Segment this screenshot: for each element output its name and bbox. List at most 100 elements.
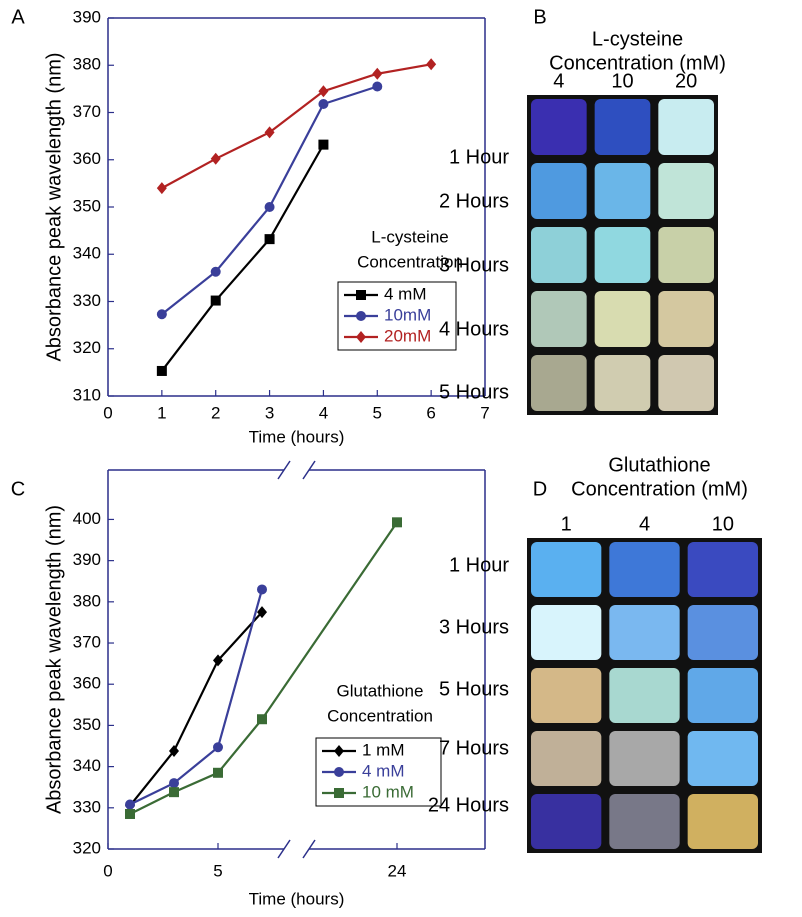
x-tick-label: 6 (426, 403, 435, 422)
x-tick-label: 0 (103, 861, 112, 880)
vial (531, 163, 587, 219)
y-axis-label: Absorbance peak wavelength (nm) (43, 52, 65, 361)
axis-break (277, 839, 291, 859)
marker (213, 742, 223, 753)
y-tick-label: 370 (73, 633, 101, 652)
axis-break (302, 460, 316, 480)
y-tick-label: 350 (73, 196, 101, 215)
x-tick-label: 0 (103, 403, 112, 422)
marker (156, 309, 167, 320)
vial (594, 99, 651, 155)
x-tick-label: 5 (213, 861, 222, 880)
marker (264, 126, 275, 139)
legend-box (337, 281, 457, 351)
legend-marker (334, 788, 344, 798)
vial (658, 291, 714, 347)
panel-label: D (533, 478, 547, 500)
series-line (161, 85, 378, 316)
row-label: 5 Hours (439, 678, 509, 700)
series-line (129, 611, 263, 807)
legend-label: 4 mM (362, 761, 405, 780)
y-tick-label: 350 (73, 715, 101, 734)
marker (257, 584, 267, 595)
vial (609, 668, 680, 723)
row-label: 5 Hours (439, 381, 509, 403)
x-tick-label: 1 (157, 403, 166, 422)
marker (318, 139, 329, 150)
marker (264, 202, 275, 212)
legend-label: 20mM (384, 326, 431, 345)
vial (687, 605, 758, 660)
row-label: 7 Hours (439, 737, 509, 759)
y-tick-label: 390 (73, 7, 101, 26)
marker (210, 152, 221, 165)
vial (609, 605, 680, 660)
photo-title: Glutathione (608, 454, 710, 476)
vial (658, 227, 714, 283)
column-label: 10 (712, 513, 734, 535)
x-axis-label: Time (hours) (249, 427, 345, 446)
series-line (161, 63, 432, 190)
x-tick-label: 3 (265, 403, 274, 422)
legend-title: Glutathione (337, 681, 424, 700)
panel-label: B (533, 6, 546, 28)
row-label: 24 Hours (428, 794, 509, 816)
legend-title: L-cysteine (371, 227, 448, 246)
photo-title: Concentration (mM) (571, 478, 748, 500)
marker (156, 182, 167, 195)
legend-label: 10mM (384, 305, 431, 324)
marker (213, 654, 223, 667)
axis-break (277, 460, 291, 480)
column-label: 20 (675, 70, 697, 92)
y-tick-label: 320 (73, 838, 101, 857)
photo-title: L-cysteine (592, 28, 683, 50)
marker (264, 234, 275, 245)
axis-break (302, 839, 316, 859)
vial (594, 355, 651, 411)
vial (658, 355, 714, 411)
vial (658, 99, 714, 155)
column-label: 1 (561, 513, 572, 535)
series-line (160, 144, 325, 372)
marker (257, 714, 267, 725)
vial (609, 731, 680, 786)
photo-title: Concentration (mM) (549, 52, 726, 74)
x-tick-label: 24 (388, 861, 407, 880)
row-label: 1 Hour (449, 554, 509, 576)
marker (318, 85, 329, 98)
vial (531, 542, 602, 597)
marker (156, 365, 167, 376)
legend-label: 10 mM (362, 782, 414, 801)
y-tick-label: 320 (73, 338, 101, 357)
legend-title: Concentration (327, 706, 433, 725)
legend-marker (334, 767, 344, 777)
y-tick-label: 340 (73, 244, 101, 263)
panel-label: C (11, 478, 25, 500)
marker (125, 799, 135, 810)
y-tick-label: 330 (73, 797, 101, 816)
y-tick-label: 380 (73, 55, 101, 74)
vial (531, 668, 602, 723)
y-tick-label: 370 (73, 102, 101, 121)
y-tick-label: 390 (73, 550, 101, 569)
vial (531, 731, 602, 786)
x-tick-label: 4 (319, 403, 328, 422)
marker (372, 67, 383, 80)
legend-title: Concentration (357, 252, 463, 271)
marker (392, 517, 402, 528)
marker (213, 767, 223, 778)
row-label: 4 Hours (439, 318, 509, 340)
x-axis-label: Time (hours) (249, 889, 345, 908)
vial (687, 794, 758, 849)
marker (372, 81, 383, 92)
vial (531, 355, 587, 411)
vial (531, 605, 602, 660)
vial (609, 542, 680, 597)
row-label: 3 Hours (439, 616, 509, 638)
panel-label: A (11, 6, 25, 28)
vial (594, 291, 651, 347)
y-axis-label: Absorbance peak wavelength (nm) (43, 505, 65, 814)
marker (169, 778, 179, 789)
column-label: 10 (611, 70, 633, 92)
